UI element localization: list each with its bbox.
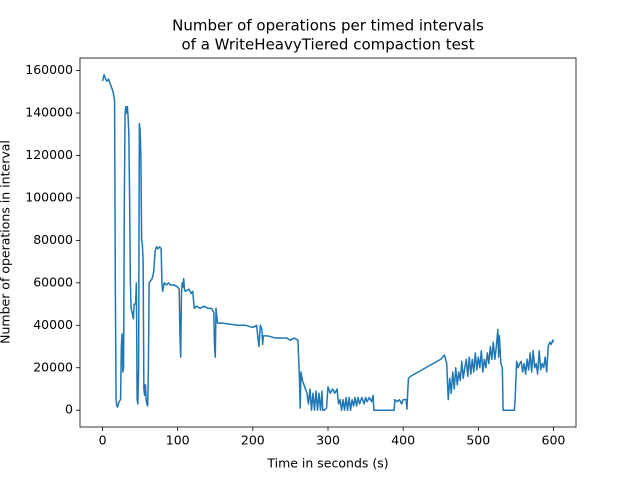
- y-tick-label: 80000: [33, 232, 73, 247]
- y-tick-label: 60000: [33, 274, 73, 289]
- y-tick-label: 120000: [25, 147, 73, 162]
- y-tick-label: 100000: [25, 189, 73, 204]
- x-tick-label: 100: [166, 433, 190, 448]
- y-tick-label: 160000: [25, 62, 73, 77]
- chart-title: Number of operations per timed intervals: [172, 17, 484, 35]
- chart-title: of a WriteHeavyTiered compaction test: [182, 36, 475, 54]
- x-tick-label: 200: [241, 433, 265, 448]
- y-tick-label: 0: [65, 402, 73, 417]
- line-series: [101, 74, 555, 411]
- x-axis-label: Time in seconds (s): [266, 456, 388, 471]
- plot-frame: [79, 57, 577, 428]
- x-tick-label: 300: [316, 433, 340, 448]
- x-tick-label: 400: [391, 433, 415, 448]
- x-tick-label: 0: [99, 433, 107, 448]
- x-tick-label: 600: [542, 433, 566, 448]
- y-tick-label: 140000: [25, 104, 73, 119]
- y-axis-label: Number of operations in interval: [0, 140, 13, 344]
- x-tick-label: 500: [466, 433, 490, 448]
- y-tick-label: 40000: [33, 317, 73, 332]
- y-tick-label: 20000: [33, 359, 73, 374]
